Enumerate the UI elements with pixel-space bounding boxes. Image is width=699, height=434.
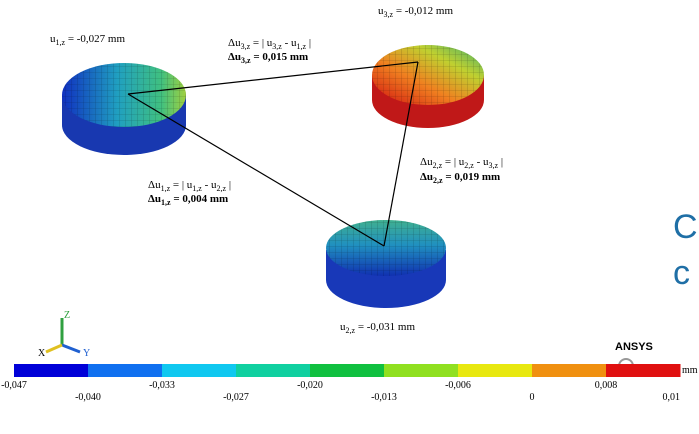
subscript: 3,z	[272, 42, 282, 51]
label: u2,z = -0,031 mm	[340, 321, 415, 335]
side-text: c	[673, 254, 690, 292]
label: Δu1,z = 0,004 mm	[148, 193, 228, 207]
label-part: = 0,015 mm	[251, 51, 309, 63]
subscript: 1,z	[161, 184, 171, 193]
subscript: 3,z	[489, 161, 499, 170]
label: u3,z = -0,012 mm	[378, 5, 453, 19]
colorbar-tick: -0,040	[75, 392, 101, 403]
axis-triad: Z Y X	[38, 310, 90, 359]
label-part: = | u	[170, 179, 193, 191]
colorbar-tick: -0,013	[371, 392, 397, 403]
label-part: = | u	[250, 37, 273, 49]
subscript: 2,z	[217, 184, 227, 193]
colorbar-tick: 0	[530, 392, 535, 403]
label-part: = -0,012 mm	[393, 5, 453, 17]
colorbar-segment	[162, 364, 237, 377]
colorbar-segment	[88, 364, 163, 377]
label-part: - u	[474, 156, 489, 168]
label-part: Δu	[148, 193, 161, 205]
label-part: = 0,019 mm	[443, 171, 501, 183]
colorbar-tick: -0,047	[1, 380, 27, 391]
subscript: 2,z	[464, 161, 474, 170]
disc-3	[372, 45, 484, 128]
colorbar-segment	[236, 364, 311, 377]
axis-label: Z	[64, 310, 70, 321]
subscript: 3,z	[241, 42, 251, 51]
label-part: = | u	[442, 156, 465, 168]
label-part: = -0,031 mm	[355, 321, 415, 333]
label-part: Δu	[148, 179, 161, 191]
figure: Z Y X ANSYS C c -0,047 -0,040 -0,033 -0,027…	[0, 0, 699, 434]
colorbar-tick: -0,006	[445, 380, 471, 391]
colorbar-unit: mm	[682, 365, 698, 376]
side-text: C	[673, 208, 698, 246]
colorbar-segment	[310, 364, 385, 377]
label-part: |	[226, 179, 231, 191]
label-part: Δu	[420, 171, 433, 183]
axis-label: Y	[83, 348, 90, 359]
label: Δu3,z = 0,015 mm	[228, 51, 308, 65]
subscript: 2,z	[346, 326, 356, 335]
colorbar-segment	[532, 364, 607, 377]
subscript: 1,z	[192, 184, 202, 193]
colorbar-segment	[14, 364, 89, 377]
subscript: 2,z	[433, 161, 443, 170]
label-part: Δu	[228, 37, 241, 49]
label-part: Δu	[420, 156, 433, 168]
label-part: |	[306, 37, 311, 49]
colorbar-tick: -0,027	[223, 392, 249, 403]
label-part: Δu	[228, 51, 241, 63]
label-part: |	[498, 156, 503, 168]
logo: ANSYS	[615, 341, 653, 353]
subscript: 1,z	[56, 38, 66, 47]
label-part: - u	[202, 179, 217, 191]
label-part: - u	[282, 37, 297, 49]
subscript: 1,z	[161, 198, 171, 207]
label: Δu2,z = 0,019 mm	[420, 171, 500, 185]
label: u1,z = -0,027 mm	[50, 33, 125, 47]
axis-label: X	[38, 348, 46, 359]
colorbar-segment	[606, 364, 681, 377]
subscript: 3,z	[241, 56, 251, 65]
colorbar-tick: 0,008	[595, 380, 618, 391]
colorbar-tick: -0,020	[297, 380, 323, 391]
colorbar-tick: -0,033	[149, 380, 175, 391]
colorbar: -0,047 -0,040 -0,033 -0,027 -0,020 -0,013 -0,0…	[1, 364, 680, 403]
subscript: 3,z	[384, 10, 394, 19]
colorbar-tick: 0,01	[663, 392, 681, 403]
colorbar-segment	[458, 364, 533, 377]
label-part: = 0,004 mm	[171, 193, 229, 205]
connector	[128, 94, 384, 246]
label: Δu1,z = | u1,z - u2,z |	[148, 179, 231, 193]
subscript: 2,z	[433, 176, 443, 185]
page: Z Y X ANSYS C c -0,047 -0,040 -0,033 -0,027…	[0, 0, 699, 434]
disc-1	[62, 63, 186, 155]
colorbar-segment	[384, 364, 459, 377]
label: Δu2,z = | u2,z - u3,z |	[420, 156, 503, 170]
subscript: 1,z	[297, 42, 307, 51]
label: Δu3,z = | u3,z - u1,z |	[228, 37, 311, 51]
label-part: = -0,027 mm	[65, 33, 125, 45]
